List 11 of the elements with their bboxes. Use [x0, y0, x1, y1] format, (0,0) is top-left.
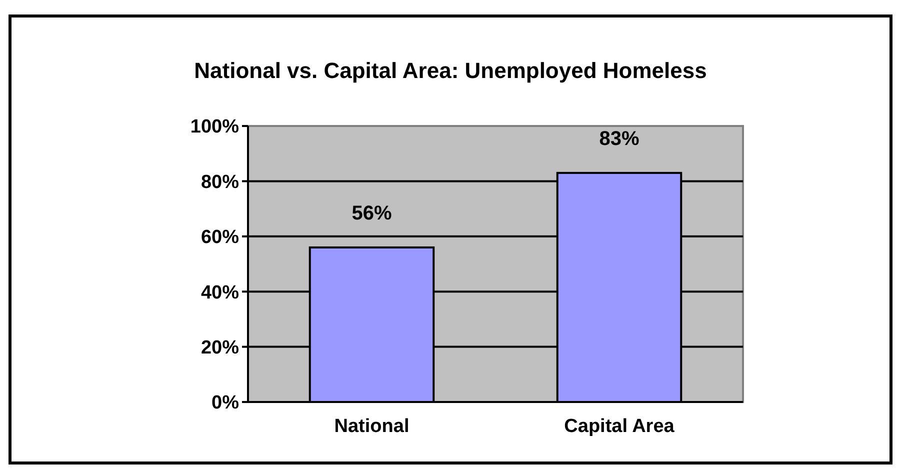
y-tick-label: 0% [212, 392, 240, 414]
data-label: 56% [352, 202, 392, 224]
y-tick-label: 20% [200, 337, 240, 358]
y-tick-label: 100% [190, 116, 240, 138]
y-tick-label: 40% [200, 282, 240, 304]
x-tick-label: National [334, 416, 410, 437]
chart-title: National vs. Capital Area: Unemployed Homeless [194, 58, 707, 83]
x-tick-label: Capital Area [564, 416, 675, 437]
y-tick-label: 60% [200, 227, 240, 248]
y-tick-label: 80% [200, 172, 240, 193]
data-label: 83% [599, 128, 640, 150]
